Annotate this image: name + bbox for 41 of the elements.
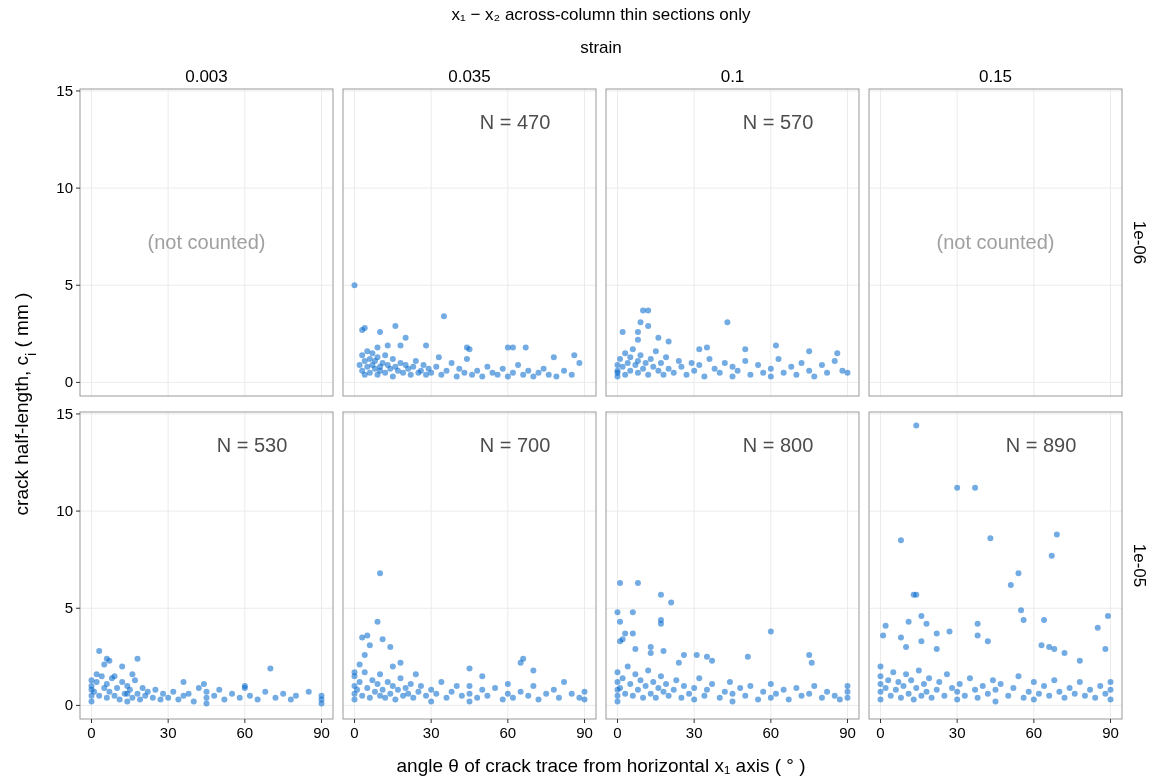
x2-axis-title: 0.1: [720, 67, 745, 86]
annotation: N = 890: [1005, 434, 1077, 456]
x-tick-label: 90: [576, 724, 593, 741]
x-tick-label: 60: [1025, 724, 1043, 741]
y-tick-label: 5: [64, 599, 73, 617]
annotation: N = 570: [742, 111, 814, 133]
y-tick-label: 5: [64, 276, 73, 294]
x-tick-label: 60: [762, 724, 780, 741]
x-tick-label: 0: [350, 724, 359, 741]
x-tick-label: 30: [685, 724, 703, 741]
y-tick-label: 10: [56, 179, 73, 197]
y-tick-label: 0: [64, 696, 73, 714]
x-tick-label: 0: [876, 724, 885, 741]
x-tick-label: 30: [948, 724, 966, 741]
chart-title: x₁ − x₂ across-column thin sections only: [451, 5, 752, 24]
x2-axis-title: 0.035: [448, 67, 491, 86]
y2-axis-title: 1e-05: [1130, 543, 1149, 588]
x-tick-label: 90: [839, 724, 856, 741]
x-tick-label: 0: [87, 724, 96, 741]
annotation: (not counted): [936, 230, 1055, 253]
y-tick-label: 15: [56, 81, 73, 99]
annotation: N = 800: [742, 434, 814, 456]
x-tick-label: 30: [422, 724, 440, 741]
x2-axis-title: 0.003: [185, 67, 228, 86]
x-tick-label: 90: [1102, 724, 1119, 741]
y2-axis-title: 1e-06: [1130, 220, 1149, 265]
x-tick-label: 30: [159, 724, 177, 741]
y-tick-label: 15: [56, 404, 73, 422]
annotation: (not counted): [147, 230, 266, 253]
x-tick-label: 0: [613, 724, 622, 741]
y-tick-label: 10: [56, 502, 73, 520]
x-tick-label: 60: [236, 724, 254, 741]
x2-axis-title: 0.15: [978, 67, 1013, 86]
annotation: N = 470: [479, 111, 551, 133]
x-axis-title: angle θ of crack trace from horizontal x₁ axis ( ° ): [396, 755, 806, 776]
chart-subtitle: strain: [580, 38, 622, 57]
annotation: N = 700: [479, 434, 551, 456]
x-tick-label: 60: [499, 724, 517, 741]
x-tick-label: 90: [313, 724, 330, 741]
annotation: N = 530: [216, 434, 288, 456]
y-tick-label: 0: [64, 373, 73, 391]
